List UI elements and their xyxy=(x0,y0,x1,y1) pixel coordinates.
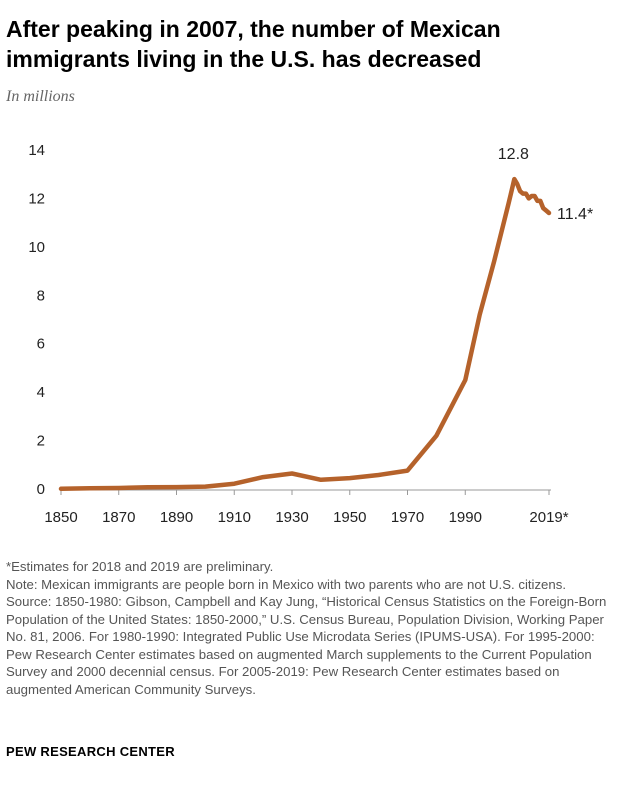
x-tick-label: 1850 xyxy=(44,509,77,526)
data-point xyxy=(377,473,381,477)
data-point xyxy=(478,313,482,317)
data-point xyxy=(512,177,516,181)
data-point xyxy=(507,201,511,205)
data-label: 11.4* xyxy=(557,206,593,223)
y-tick-label: 14 xyxy=(28,142,45,159)
pew-research-center-logo: PEW RESEARCH CENTER xyxy=(6,744,175,759)
x-tick-label: 1970 xyxy=(391,509,424,526)
x-tick-label: 1870 xyxy=(102,509,135,526)
x-tick-label: 1950 xyxy=(333,509,366,526)
chart-notes: *Estimates for 2018 and 2019 are prelimi… xyxy=(6,558,614,698)
y-tick-label: 4 xyxy=(37,384,45,401)
data-point xyxy=(515,182,519,186)
data-point xyxy=(533,194,537,198)
data-point xyxy=(509,189,513,193)
data-point xyxy=(175,485,179,489)
data-point xyxy=(146,485,150,489)
note-text: Note: Mexican immigrants are people born… xyxy=(6,576,566,592)
data-point xyxy=(290,472,294,476)
data-point xyxy=(547,211,551,215)
x-tick-label: 1910 xyxy=(218,509,251,526)
series-line xyxy=(58,176,552,492)
data-point xyxy=(261,475,265,479)
y-tick-label: 0 xyxy=(37,481,45,498)
x-tick-label: 2019* xyxy=(529,509,568,526)
asterisk-note: *Estimates for 2018 and 2019 are prelimi… xyxy=(6,559,274,574)
chart-title: After peaking in 2007, the number of Mex… xyxy=(6,16,501,72)
data-label: 12.8 xyxy=(498,146,529,163)
y-tick-label: 12 xyxy=(28,190,45,207)
x-tick-label: 1990 xyxy=(449,509,482,526)
data-point xyxy=(88,486,92,490)
line-chart: 0 2 4 6 8 10 12 14 1850 1870 1890 1910 1930 1950 1970 1… xyxy=(28,142,593,526)
x-tick-label: 1930 xyxy=(275,509,308,526)
data-point xyxy=(117,486,121,490)
source-text: Source: 1850-1980: Gibson, Campbell and … xyxy=(6,594,607,697)
y-tick-label: 10 xyxy=(28,239,45,256)
x-tick-label: 1890 xyxy=(160,509,193,526)
y-tick-label: 2 xyxy=(37,433,45,450)
chart-subtitle: In millions xyxy=(6,88,75,105)
data-point xyxy=(406,469,410,473)
data-point xyxy=(59,487,63,491)
data-point xyxy=(203,485,207,489)
data-point xyxy=(348,476,352,480)
data-point xyxy=(524,192,528,196)
data-point xyxy=(492,259,496,263)
data-point xyxy=(319,478,323,482)
data-point xyxy=(538,199,542,203)
y-tick-label: 6 xyxy=(37,336,45,353)
data-point xyxy=(463,378,467,382)
data-point xyxy=(232,482,236,486)
data-point xyxy=(434,434,438,438)
y-tick-label: 8 xyxy=(37,287,45,304)
